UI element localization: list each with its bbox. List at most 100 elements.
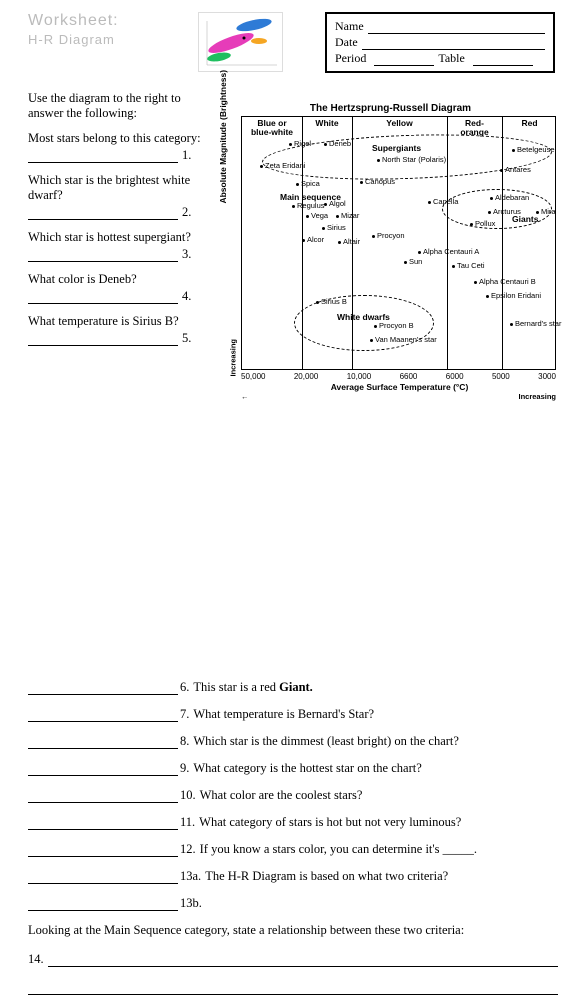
question-num: 8. xyxy=(180,734,189,749)
content-area: Use the diagram to the right to answer t… xyxy=(28,91,558,995)
header-row: Worksheet: H-R Diagram Name Date Period … xyxy=(28,12,558,73)
worksheet-subtitle: H-R Diagram xyxy=(28,32,188,47)
question-num: 12. xyxy=(180,842,196,857)
period-field[interactable] xyxy=(374,54,434,66)
star-dot xyxy=(316,301,319,304)
question-text: This star is a red Giant. xyxy=(193,680,558,695)
star-dot xyxy=(296,183,299,186)
answer-blank[interactable] xyxy=(28,872,178,884)
star-dot xyxy=(474,281,477,284)
answer-blank[interactable] xyxy=(28,151,178,163)
answer-blank[interactable] xyxy=(28,250,178,262)
answer-blank[interactable] xyxy=(28,737,178,749)
star-dot xyxy=(512,149,515,152)
star-label: Procyon xyxy=(377,231,405,240)
question-num: 4. xyxy=(182,289,191,304)
q14-num: 14. xyxy=(28,952,44,967)
star-label: Antares xyxy=(505,165,531,174)
x-ticks: 50,00020,00010,0006600600050003000 xyxy=(241,372,556,381)
x-tick: 3000 xyxy=(538,372,556,381)
q14-blank[interactable] xyxy=(48,955,558,967)
question-num: 2. xyxy=(182,205,191,220)
name-field[interactable] xyxy=(368,22,545,34)
period-label: Period xyxy=(335,51,366,66)
question-11: 11.What category of stars is hot but not… xyxy=(28,815,558,830)
question-num: 9. xyxy=(180,761,189,776)
free-response-prompt: Looking at the Main Sequence category, s… xyxy=(28,923,558,938)
question-3: Which star is hottest supergiant?3. xyxy=(28,230,218,262)
question-7: 7.What temperature is Bernard's Star? xyxy=(28,707,558,722)
column-divider xyxy=(302,117,303,369)
star-dot xyxy=(428,201,431,204)
star-dot xyxy=(372,235,375,238)
question-text: What color is Deneb? xyxy=(28,272,218,287)
star-label: Algol xyxy=(329,199,346,208)
star-dot xyxy=(324,143,327,146)
question-text: What temperature is Sirius B? xyxy=(28,314,218,329)
star-label: Deneb xyxy=(329,139,351,148)
answer-blank[interactable] xyxy=(28,292,178,304)
y-axis-label: Absolute Magnitude (Brightness) xyxy=(218,70,228,204)
column-divider xyxy=(502,117,503,369)
answer-blank[interactable] xyxy=(28,845,178,857)
column-header: Yellow xyxy=(352,119,447,128)
question-1: Most stars belong to this category:1. xyxy=(28,131,218,163)
answer-blank[interactable] xyxy=(28,791,178,803)
star-label: Sun xyxy=(409,257,422,266)
answer-blank[interactable] xyxy=(28,710,178,722)
hr-diagram: The Hertzsprung-Russell Diagram Absolute… xyxy=(223,103,558,401)
star-label: Bernard's star xyxy=(515,319,561,328)
star-dot xyxy=(488,211,491,214)
y-increasing-label: Increasing xyxy=(229,339,238,377)
answer-blank[interactable] xyxy=(28,818,178,830)
star-label: Mira xyxy=(541,207,556,216)
date-label: Date xyxy=(335,35,358,50)
x-increasing-label: Increasing xyxy=(518,392,556,401)
question-text: What color are the coolest stars? xyxy=(200,788,558,803)
answer-blank[interactable] xyxy=(28,683,178,695)
star-label: Alcor xyxy=(307,235,324,244)
star-label: Rigel xyxy=(294,139,311,148)
question-num: 13b. xyxy=(180,896,202,911)
column-divider xyxy=(447,117,448,369)
star-dot xyxy=(500,169,503,172)
star-dot xyxy=(322,227,325,230)
star-label: Alpha Centauri A xyxy=(423,247,479,256)
q14-blank-2[interactable] xyxy=(28,981,558,995)
question-text: Which star is the dimmest (least bright)… xyxy=(193,734,558,749)
answer-blank[interactable] xyxy=(28,208,178,220)
question-6: 6.This star is a red Giant. xyxy=(28,680,558,695)
star-dot xyxy=(338,241,341,244)
table-field[interactable] xyxy=(473,54,533,66)
title-block: Worksheet: H-R Diagram xyxy=(28,12,188,47)
star-label: Betelgeuse xyxy=(517,145,555,154)
answer-blank[interactable] xyxy=(28,764,178,776)
star-label: Vega xyxy=(311,211,328,220)
question-text: If you know a stars color, you can deter… xyxy=(200,842,558,857)
column-header: Blue orblue-white xyxy=(242,119,302,138)
star-label: Canopus xyxy=(365,177,395,186)
column-header: White xyxy=(302,119,352,128)
question-4: What color is Deneb? 4. xyxy=(28,272,218,304)
x-tick: 6000 xyxy=(446,372,464,381)
diagram-body: Blue orblue-whiteWhiteYellowRed-orangeRe… xyxy=(241,116,556,370)
question-num: 1. xyxy=(182,148,191,163)
answer-blank[interactable] xyxy=(28,334,178,346)
star-label: Regulus xyxy=(297,201,325,210)
star-dot xyxy=(260,165,263,168)
x-arrow-left: ← xyxy=(241,392,249,401)
star-label: Capella xyxy=(433,197,458,206)
star-label: Spica xyxy=(301,179,320,188)
question-10: 10. What color are the coolest stars? xyxy=(28,788,558,803)
question-12: 12. If you know a stars color, you can de… xyxy=(28,842,558,857)
star-dot xyxy=(418,251,421,254)
question-num: 10. xyxy=(180,788,196,803)
column-header: Red xyxy=(502,119,557,128)
date-field[interactable] xyxy=(362,38,545,50)
star-label: Epsilon Eridani xyxy=(491,291,541,300)
question-text: The H-R Diagram is based on what two cri… xyxy=(205,869,558,884)
answer-blank[interactable] xyxy=(28,899,178,911)
question-8: 8. Which star is the dimmest (least brigh… xyxy=(28,734,558,749)
star-dot xyxy=(324,203,327,206)
star-dot xyxy=(490,197,493,200)
